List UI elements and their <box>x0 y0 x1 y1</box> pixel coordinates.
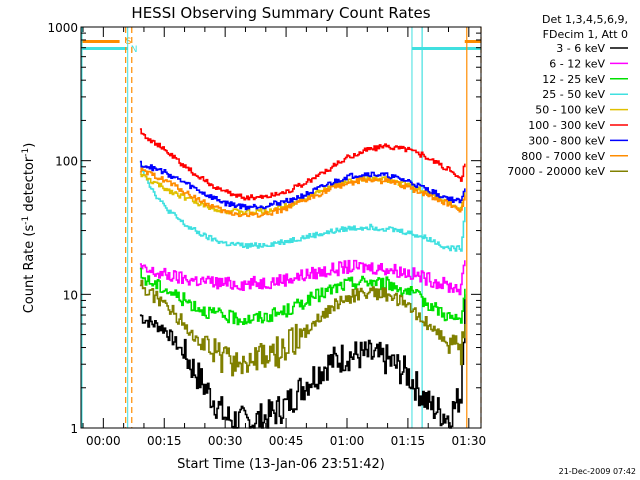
series-lines <box>139 128 466 429</box>
legend-label-5: 50 - 100 keV <box>535 104 605 117</box>
y-tick-label: 1 <box>70 422 78 436</box>
legend-label-6: 100 - 300 keV <box>528 119 605 132</box>
series-line-1 <box>139 294 466 429</box>
x-tick-label: 00:30 <box>208 434 243 448</box>
plot-axes <box>80 26 482 429</box>
x-tick-label: 01:15 <box>391 434 426 448</box>
series-line-2 <box>139 259 466 296</box>
night-flag-label: N <box>131 45 138 55</box>
x-tick-label: 01:00 <box>330 434 365 448</box>
legend-label-8: 800 - 7000 keV <box>521 150 605 163</box>
interval-lines <box>81 27 482 428</box>
chart-title: HESSI Observing Summary Count Rates <box>131 4 430 22</box>
legend: 3 - 6 keV 6 - 12 keV 12 - 25 keV 25 - 50 ke… <box>507 42 628 178</box>
x-tick-label: 01:30 <box>452 434 487 448</box>
y-axis-label-part-2: detector <box>22 156 37 216</box>
series-line-4 <box>139 161 466 252</box>
saa-flag-bar <box>81 40 120 43</box>
y-axis-label-sup-2: -1 <box>21 148 31 157</box>
tick-labels: 1 10 100 1000 00:00 00:15 00:30 00:45 01:00 01:15… <box>47 21 486 448</box>
y-tick-label: 1000 <box>47 21 78 35</box>
y-axis-label-sup-1: -1 <box>21 216 31 225</box>
y-tick-label: 10 <box>63 288 78 302</box>
x-tick-label: 00:00 <box>86 434 121 448</box>
legend-label-7: 300 - 800 keV <box>528 134 605 147</box>
series-line-8 <box>139 167 466 218</box>
legend-label-4: 25 - 50 keV <box>542 88 605 101</box>
legend-label-1: 3 - 6 keV <box>556 42 605 55</box>
series-line-6 <box>139 128 466 201</box>
saa-flag-label: S <box>126 37 132 47</box>
y-axis-label-part-3: ) <box>22 143 37 148</box>
legend-label-9: 7000 - 20000 keV <box>507 165 605 178</box>
footer-date: 21-Dec-2009 07:42 <box>559 467 636 476</box>
legend-header-line-2: FDecim 1, Att 0 <box>543 28 628 41</box>
legend-label-3: 12 - 25 keV <box>542 73 605 86</box>
y-axis-label-part-1: Count Rate (s <box>22 225 37 314</box>
night-flag-bar <box>81 47 128 50</box>
series-line-7 <box>139 160 466 211</box>
series-line-9 <box>139 279 466 377</box>
x-tick-label: 00:15 <box>147 434 182 448</box>
legend-header-line-1: Det 1,3,4,5,6,9, <box>542 13 628 26</box>
plot-frame <box>80 26 482 429</box>
legend-label-2: 6 - 12 keV <box>549 57 605 70</box>
saa-flag-bar <box>464 40 481 43</box>
y-tick-label: 100 <box>55 155 78 169</box>
x-axis-label: Start Time (13-Jan-06 23:51:42) <box>177 457 385 472</box>
y-axis-label: Count Rate (s-1 detector-1) <box>21 143 37 314</box>
x-tick-label: 00:45 <box>269 434 304 448</box>
night-flag-bar <box>411 47 481 50</box>
series-line-3 <box>139 267 466 326</box>
flag-bars: SN <box>81 37 481 55</box>
